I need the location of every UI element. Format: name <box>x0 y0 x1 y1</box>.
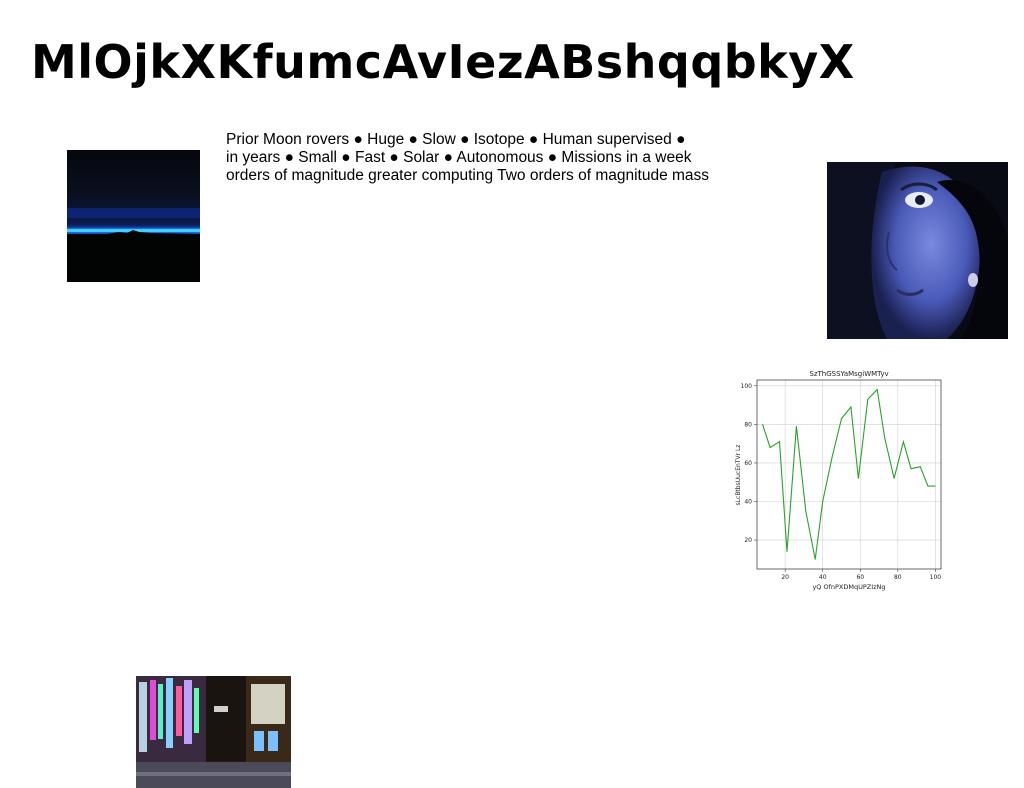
chart-data-point <box>903 441 904 443</box>
chart-tick-label-x: 20 <box>781 574 789 581</box>
chart-data-point <box>876 389 878 391</box>
chart-x-axis-label: yQ OfnPXDMqUPZIzNg <box>812 583 885 591</box>
chart-tick-label-x: 80 <box>894 574 902 581</box>
chart-data-point <box>786 551 788 553</box>
chart-plot-area <box>756 379 942 570</box>
body-text-line: Prior Moon rovers ● Huge ● Slow ● Isotop… <box>226 131 686 148</box>
chart-tick-label-y: 80 <box>744 421 752 428</box>
street-picture <box>136 676 291 788</box>
chart-ticks: 20 40 60 80 100 20 40 60 80 100 <box>741 383 942 581</box>
chart-tick-label-y: 40 <box>744 499 752 506</box>
portrait-image <box>827 162 1008 339</box>
line-chart-svg: SzThGSSYaMsgiWMTyv yQ OfnPXDMqUPZIzNg sL… <box>735 370 942 591</box>
chart-data-point <box>831 456 833 458</box>
chart-y-axis-label: sLcBtbsUucEnTVr Lz <box>735 445 742 506</box>
body-text-line: orders of magnitude greater computing Tw… <box>226 167 710 184</box>
chart-tick-label-x: 40 <box>819 574 827 581</box>
chart-grid <box>757 380 941 569</box>
chart-data-point <box>934 485 936 487</box>
body-text-line: in years ● Small ● Fast ● Solar ● Autono… <box>226 149 692 166</box>
chart-data-point <box>796 425 797 427</box>
chart-series-line <box>762 388 936 560</box>
chart-data-point <box>884 437 886 439</box>
body-text: Prior Moon rovers ● Huge ● Slow ● Isotop… <box>226 131 746 185</box>
chart-data-point <box>919 466 921 468</box>
chart-data-point <box>867 398 869 400</box>
horizon-picture <box>67 150 200 282</box>
street-image <box>136 676 291 788</box>
chart-data-point <box>893 477 895 479</box>
chart-title: SzThGSSYaMsgiWMTyv <box>809 370 888 378</box>
chart-series <box>762 388 936 560</box>
chart-data-point <box>805 510 807 512</box>
chart-data-point <box>779 441 780 443</box>
chart-data-point <box>850 406 852 408</box>
chart-data-point <box>814 558 816 560</box>
chart-data-point <box>910 468 912 470</box>
line-chart: SzThGSSYaMsgiWMTyv yQ OfnPXDMqUPZIzNg sL… <box>730 366 946 594</box>
chart-data-point <box>769 447 771 448</box>
chart-tick-label-y: 100 <box>741 383 753 390</box>
chart-data-point <box>857 477 859 479</box>
chart-tick-label-x: 60 <box>856 574 864 581</box>
chart-data-point <box>927 485 929 487</box>
chart-data-point <box>841 418 842 419</box>
horizon-image <box>67 150 200 282</box>
chart-data-point <box>822 501 824 502</box>
chart-tick-label-x: 100 <box>930 574 942 581</box>
chart-data-point <box>762 423 764 425</box>
chart-tick-label-y: 60 <box>744 460 752 467</box>
portrait-picture <box>827 162 1008 339</box>
page-title: MlOjkXKfumcAvIezABshqqbkyX <box>31 35 855 89</box>
chart-tick-label-y: 20 <box>744 537 752 544</box>
